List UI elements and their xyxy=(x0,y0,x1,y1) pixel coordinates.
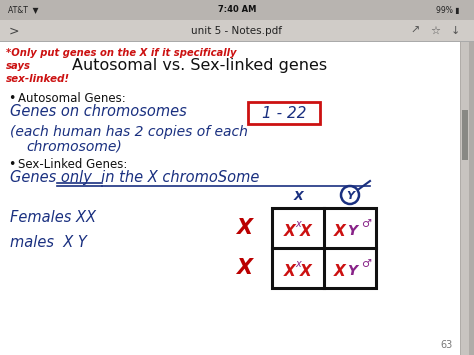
Bar xyxy=(0,0,474,20)
Bar xyxy=(0,42,460,355)
Text: chromosome): chromosome) xyxy=(26,140,122,154)
Text: X: X xyxy=(284,263,296,279)
Text: X: X xyxy=(293,190,303,202)
Text: •: • xyxy=(8,158,15,171)
Text: Genes only  in the X chromoSome: Genes only in the X chromoSome xyxy=(10,170,259,185)
Text: unit 5 - Notes.pdf: unit 5 - Notes.pdf xyxy=(191,26,283,36)
Text: says: says xyxy=(6,61,31,71)
Text: AT&T  ▼: AT&T ▼ xyxy=(8,5,38,15)
Text: Autosomal vs. Sex-linked genes: Autosomal vs. Sex-linked genes xyxy=(72,58,327,73)
Text: x: x xyxy=(295,219,301,229)
Text: Y: Y xyxy=(347,224,357,238)
Text: >: > xyxy=(9,24,19,38)
Text: X: X xyxy=(300,224,312,239)
Bar xyxy=(461,42,469,355)
Text: ♂: ♂ xyxy=(361,259,371,269)
Bar xyxy=(272,208,376,288)
Text: X: X xyxy=(300,263,312,279)
Text: Genes on chromosomes: Genes on chromosomes xyxy=(10,104,187,119)
Text: x: x xyxy=(295,259,301,269)
Text: (each human has 2 copies of each: (each human has 2 copies of each xyxy=(10,125,248,139)
Text: 63: 63 xyxy=(441,340,453,350)
Text: 99% ▮: 99% ▮ xyxy=(437,5,460,15)
Text: Autosomal Genes:: Autosomal Genes: xyxy=(18,92,126,105)
Bar xyxy=(272,208,376,288)
Bar xyxy=(0,41,474,42)
Bar xyxy=(0,20,474,42)
Text: ♂: ♂ xyxy=(361,219,371,229)
Text: *Only put genes on the X if it specifically: *Only put genes on the X if it specifica… xyxy=(6,48,237,58)
Text: sex-linked!: sex-linked! xyxy=(6,74,70,84)
Text: Females XX: Females XX xyxy=(10,210,96,225)
Text: •: • xyxy=(8,92,15,105)
Bar xyxy=(248,102,320,124)
Text: Y: Y xyxy=(347,264,357,278)
Text: 1 - 22: 1 - 22 xyxy=(262,106,306,121)
Text: X: X xyxy=(236,258,252,278)
Text: Y: Y xyxy=(346,191,354,201)
Text: 7:40 AM: 7:40 AM xyxy=(218,5,256,15)
Bar xyxy=(462,110,468,160)
Text: ↗: ↗ xyxy=(410,26,419,36)
Text: X: X xyxy=(334,263,346,279)
Text: X: X xyxy=(334,224,346,239)
Text: Sex-Linked Genes:: Sex-Linked Genes: xyxy=(18,158,128,171)
Text: ☆: ☆ xyxy=(430,26,440,36)
Text: males  X Y: males X Y xyxy=(10,235,87,250)
Text: X: X xyxy=(236,218,252,238)
Text: ↓: ↓ xyxy=(450,26,460,36)
Text: X: X xyxy=(284,224,296,239)
